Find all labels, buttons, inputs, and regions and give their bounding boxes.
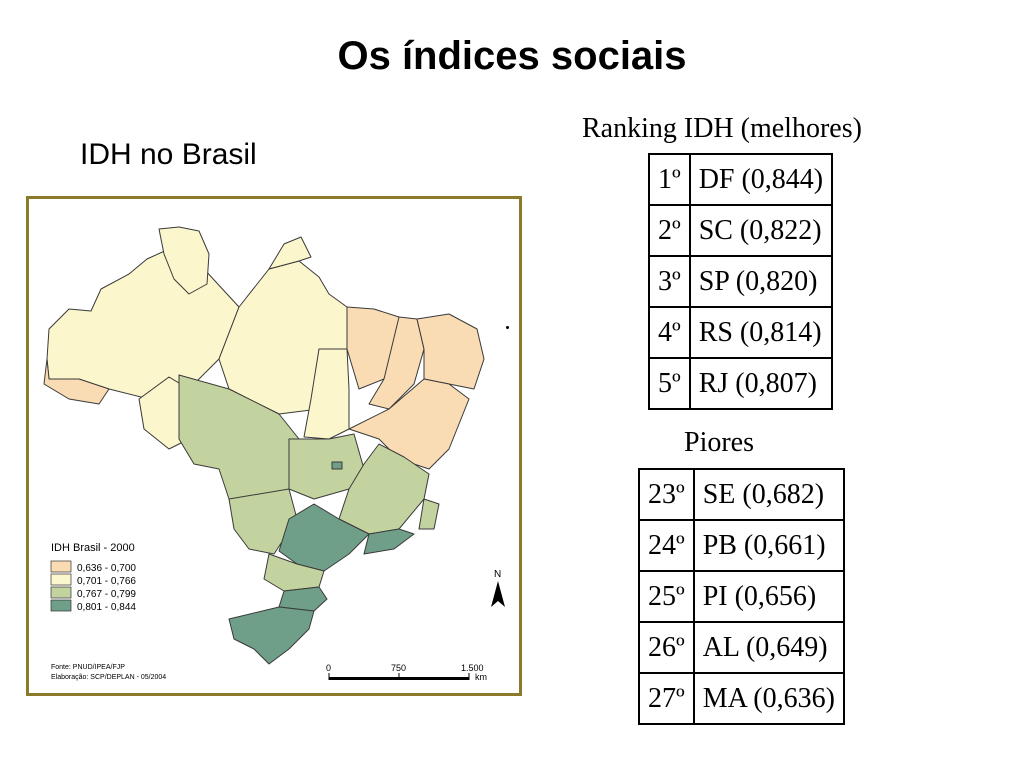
region-ba: [348, 378, 470, 470]
region-ms: [228, 488, 298, 555]
rank-cell: 4º: [648, 306, 691, 359]
rank-cell: 26º: [638, 621, 695, 674]
rank-cell: 3º: [648, 255, 691, 308]
legend-swatch-3: [50, 586, 72, 599]
legend-swatch-4: [50, 599, 72, 612]
map-caption: IDH no Brasil: [80, 138, 257, 171]
region-df: [331, 461, 343, 470]
region-rr: [158, 226, 210, 295]
legend-title: IDH Brasil - 2000: [51, 542, 135, 554]
state-cell: MA (0,636): [692, 672, 845, 725]
scale-bar-left: [329, 677, 399, 680]
region-am: [46, 248, 240, 400]
worst-ranking-table: 23º SE (0,682) 24º PB (0,661) 25º PI (0,656…: [638, 468, 845, 725]
region-ac: [43, 358, 110, 405]
best-ranking-table: 1º DF (0,844) 2º SC (0,822) 3º SP (0,820) 4…: [648, 153, 834, 410]
state-cell: RJ (0,807): [688, 357, 834, 410]
table-row: 3º SP (0,820): [648, 255, 834, 308]
north-label: N: [494, 569, 501, 580]
rank-cell: 27º: [638, 672, 695, 725]
scale-label-mid: 750: [391, 663, 406, 673]
stray-dot: [506, 326, 509, 329]
north-arrow-icon: [491, 581, 505, 607]
rank-cell: 25º: [638, 570, 695, 623]
region-ap: [268, 236, 312, 270]
region-sc: [278, 586, 328, 612]
rank-cell: 2º: [648, 204, 691, 257]
region-es: [418, 498, 440, 530]
scale-label-zero: 0: [326, 663, 331, 673]
state-cell: AL (0,649): [692, 621, 845, 674]
map-credit: Elaboração: SCP/DEPLAN - 05/2004: [51, 674, 166, 681]
table-row: 24º PB (0,661): [638, 519, 845, 572]
legend-label-2: 0,701 - 0,766: [77, 576, 136, 587]
legend-swatch-1: [50, 560, 72, 573]
table-row: 5º RJ (0,807): [648, 357, 834, 410]
table-row: 26º AL (0,649): [638, 621, 845, 674]
state-cell: SC (0,822): [688, 204, 834, 257]
table-row: 1º DF (0,844): [648, 153, 834, 206]
scale-label-max: 1.500: [461, 663, 484, 673]
table-row: 23º SE (0,682): [638, 468, 845, 521]
rank-cell: 1º: [648, 153, 691, 206]
rank-cell: 24º: [638, 519, 695, 572]
table-row: 4º RS (0,814): [648, 306, 834, 359]
table-row: 2º SC (0,822): [648, 204, 834, 257]
slide-title: Os índices sociais: [337, 34, 687, 78]
scale-unit: km: [475, 672, 487, 682]
region-rs: [228, 606, 315, 665]
map-source: Fonte: PNUD/IPEA/FJP: [51, 664, 125, 671]
state-cell: SE (0,682): [692, 468, 845, 521]
best-ranking-caption: Ranking IDH (melhores): [582, 113, 862, 144]
worst-ranking-caption: Piores: [684, 427, 754, 458]
legend-label-4: 0,801 - 0,844: [77, 602, 136, 613]
state-cell: PB (0,661): [692, 519, 845, 572]
state-cell: SP (0,820): [688, 255, 834, 308]
table-row: 25º PI (0,656): [638, 570, 845, 623]
scale-bar-right: [399, 677, 469, 680]
brazil-hdi-map: IDH Brasil - 2000 0,636 - 0,700 0,701 - …: [26, 196, 522, 696]
state-cell: DF (0,844): [688, 153, 834, 206]
rank-cell: 5º: [648, 357, 691, 410]
table-row: 27º MA (0,636): [638, 672, 845, 725]
map-drawing: IDH Brasil - 2000 0,636 - 0,700 0,701 - …: [43, 226, 505, 682]
state-cell: RS (0,814): [688, 306, 834, 359]
legend-swatch-2: [50, 573, 72, 586]
legend-label-1: 0,636 - 0,700: [77, 563, 136, 574]
state-cell: PI (0,656): [692, 570, 845, 623]
legend-label-3: 0,767 - 0,799: [77, 589, 136, 600]
rank-cell: 23º: [638, 468, 695, 521]
region-rj: [363, 528, 415, 555]
region-sp: [278, 503, 370, 572]
region-northeast-east: [416, 313, 485, 390]
region-to: [303, 348, 350, 440]
